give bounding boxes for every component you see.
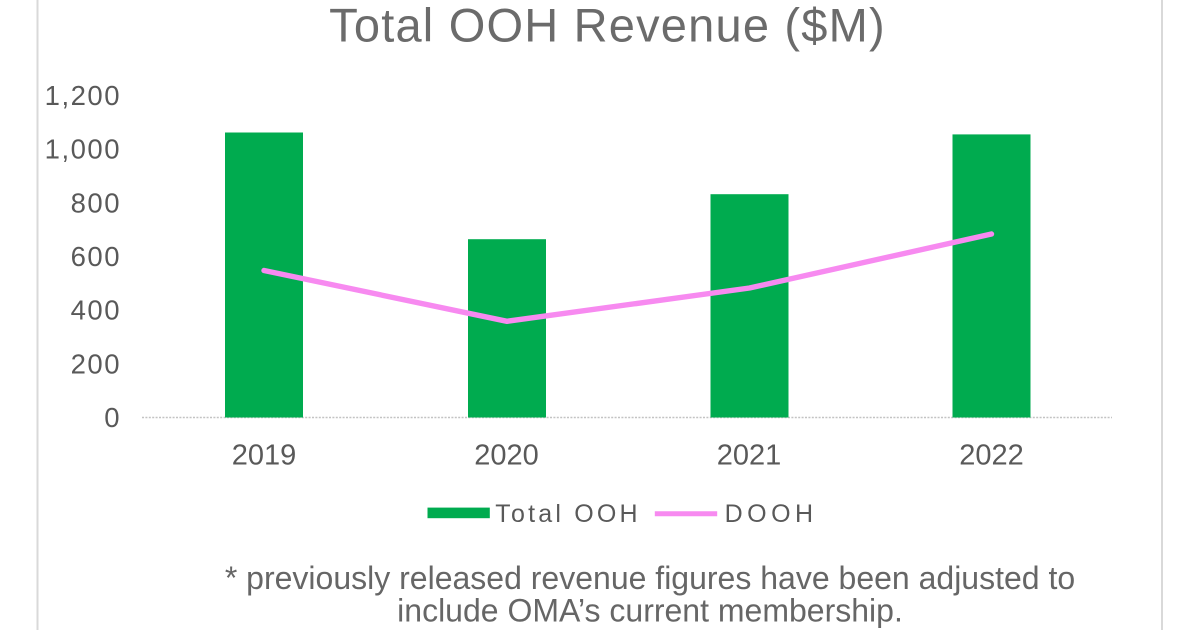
svg-text:400: 400 [71,295,121,326]
svg-text:include OMA’s current membersh: include OMA’s current membership. [397,593,903,629]
svg-text:Total OOH Revenue ($M): Total OOH Revenue ($M) [329,0,886,52]
svg-text:DOOH: DOOH [725,500,818,528]
svg-text:Total OOH: Total OOH [495,500,641,528]
svg-text:1,000: 1,000 [45,134,121,165]
svg-text:2020: 2020 [474,439,539,471]
svg-text:600: 600 [71,241,121,272]
svg-text:2021: 2021 [717,439,782,471]
svg-text:2022: 2022 [959,439,1024,471]
svg-text:800: 800 [71,187,121,218]
svg-text:* previously released revenue: * previously released revenue figures ha… [225,560,1075,596]
svg-text:200: 200 [71,348,121,379]
svg-text:0: 0 [104,402,121,433]
svg-text:2019: 2019 [232,439,297,471]
svg-text:1,200: 1,200 [45,80,121,111]
